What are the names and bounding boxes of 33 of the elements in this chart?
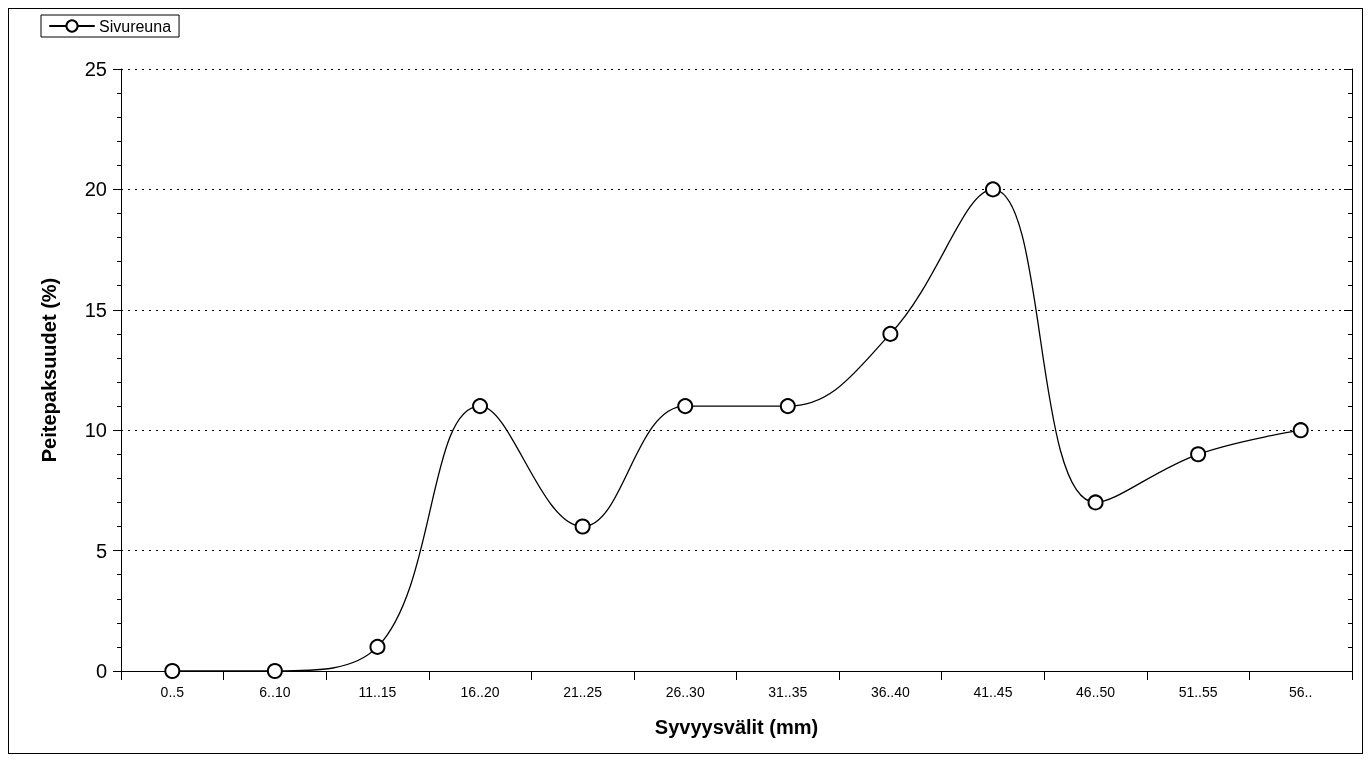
point [164,663,181,679]
point [677,398,694,415]
x-tick-label: 16..20 [460,684,500,700]
point [984,181,1001,198]
x-tick-label: 11..15 [358,684,397,700]
x-tick-label: 21..25 [563,684,603,700]
point [574,518,591,535]
point [882,325,899,342]
x-axis-title: Syvyysvälit (mm) [654,716,819,738]
y-tick-label: 5 [95,539,107,562]
y-tick-label: 20 [84,178,107,201]
point [266,663,283,679]
y-axis-title: Peitepaksuudet (%) [38,277,60,463]
y-tick-label: 15 [84,298,107,321]
x-tick-label: 26..30 [665,684,705,700]
x-tick-label: 56.. [1289,684,1313,700]
x-tick-label: 51..55 [1178,684,1218,700]
point [779,398,796,415]
y-tick-label: 10 [84,419,107,442]
x-tick-label: 36..40 [870,684,911,700]
y-tick-label: 0 [95,660,107,682]
x-tick-label: 6..10 [259,684,291,700]
point [1087,494,1104,511]
x-tick-label: 31..35 [768,684,808,700]
y-tick-label: 25 [84,58,107,80]
x-tick-label: 46..50 [1076,684,1116,700]
point [472,398,489,415]
x-tick-label: 0..5 [160,684,185,700]
legend-label: Sivureuna [99,17,172,35]
point [369,638,386,655]
point [1190,446,1207,463]
point [1292,422,1309,439]
x-tick-label: 41..45 [973,684,1013,700]
